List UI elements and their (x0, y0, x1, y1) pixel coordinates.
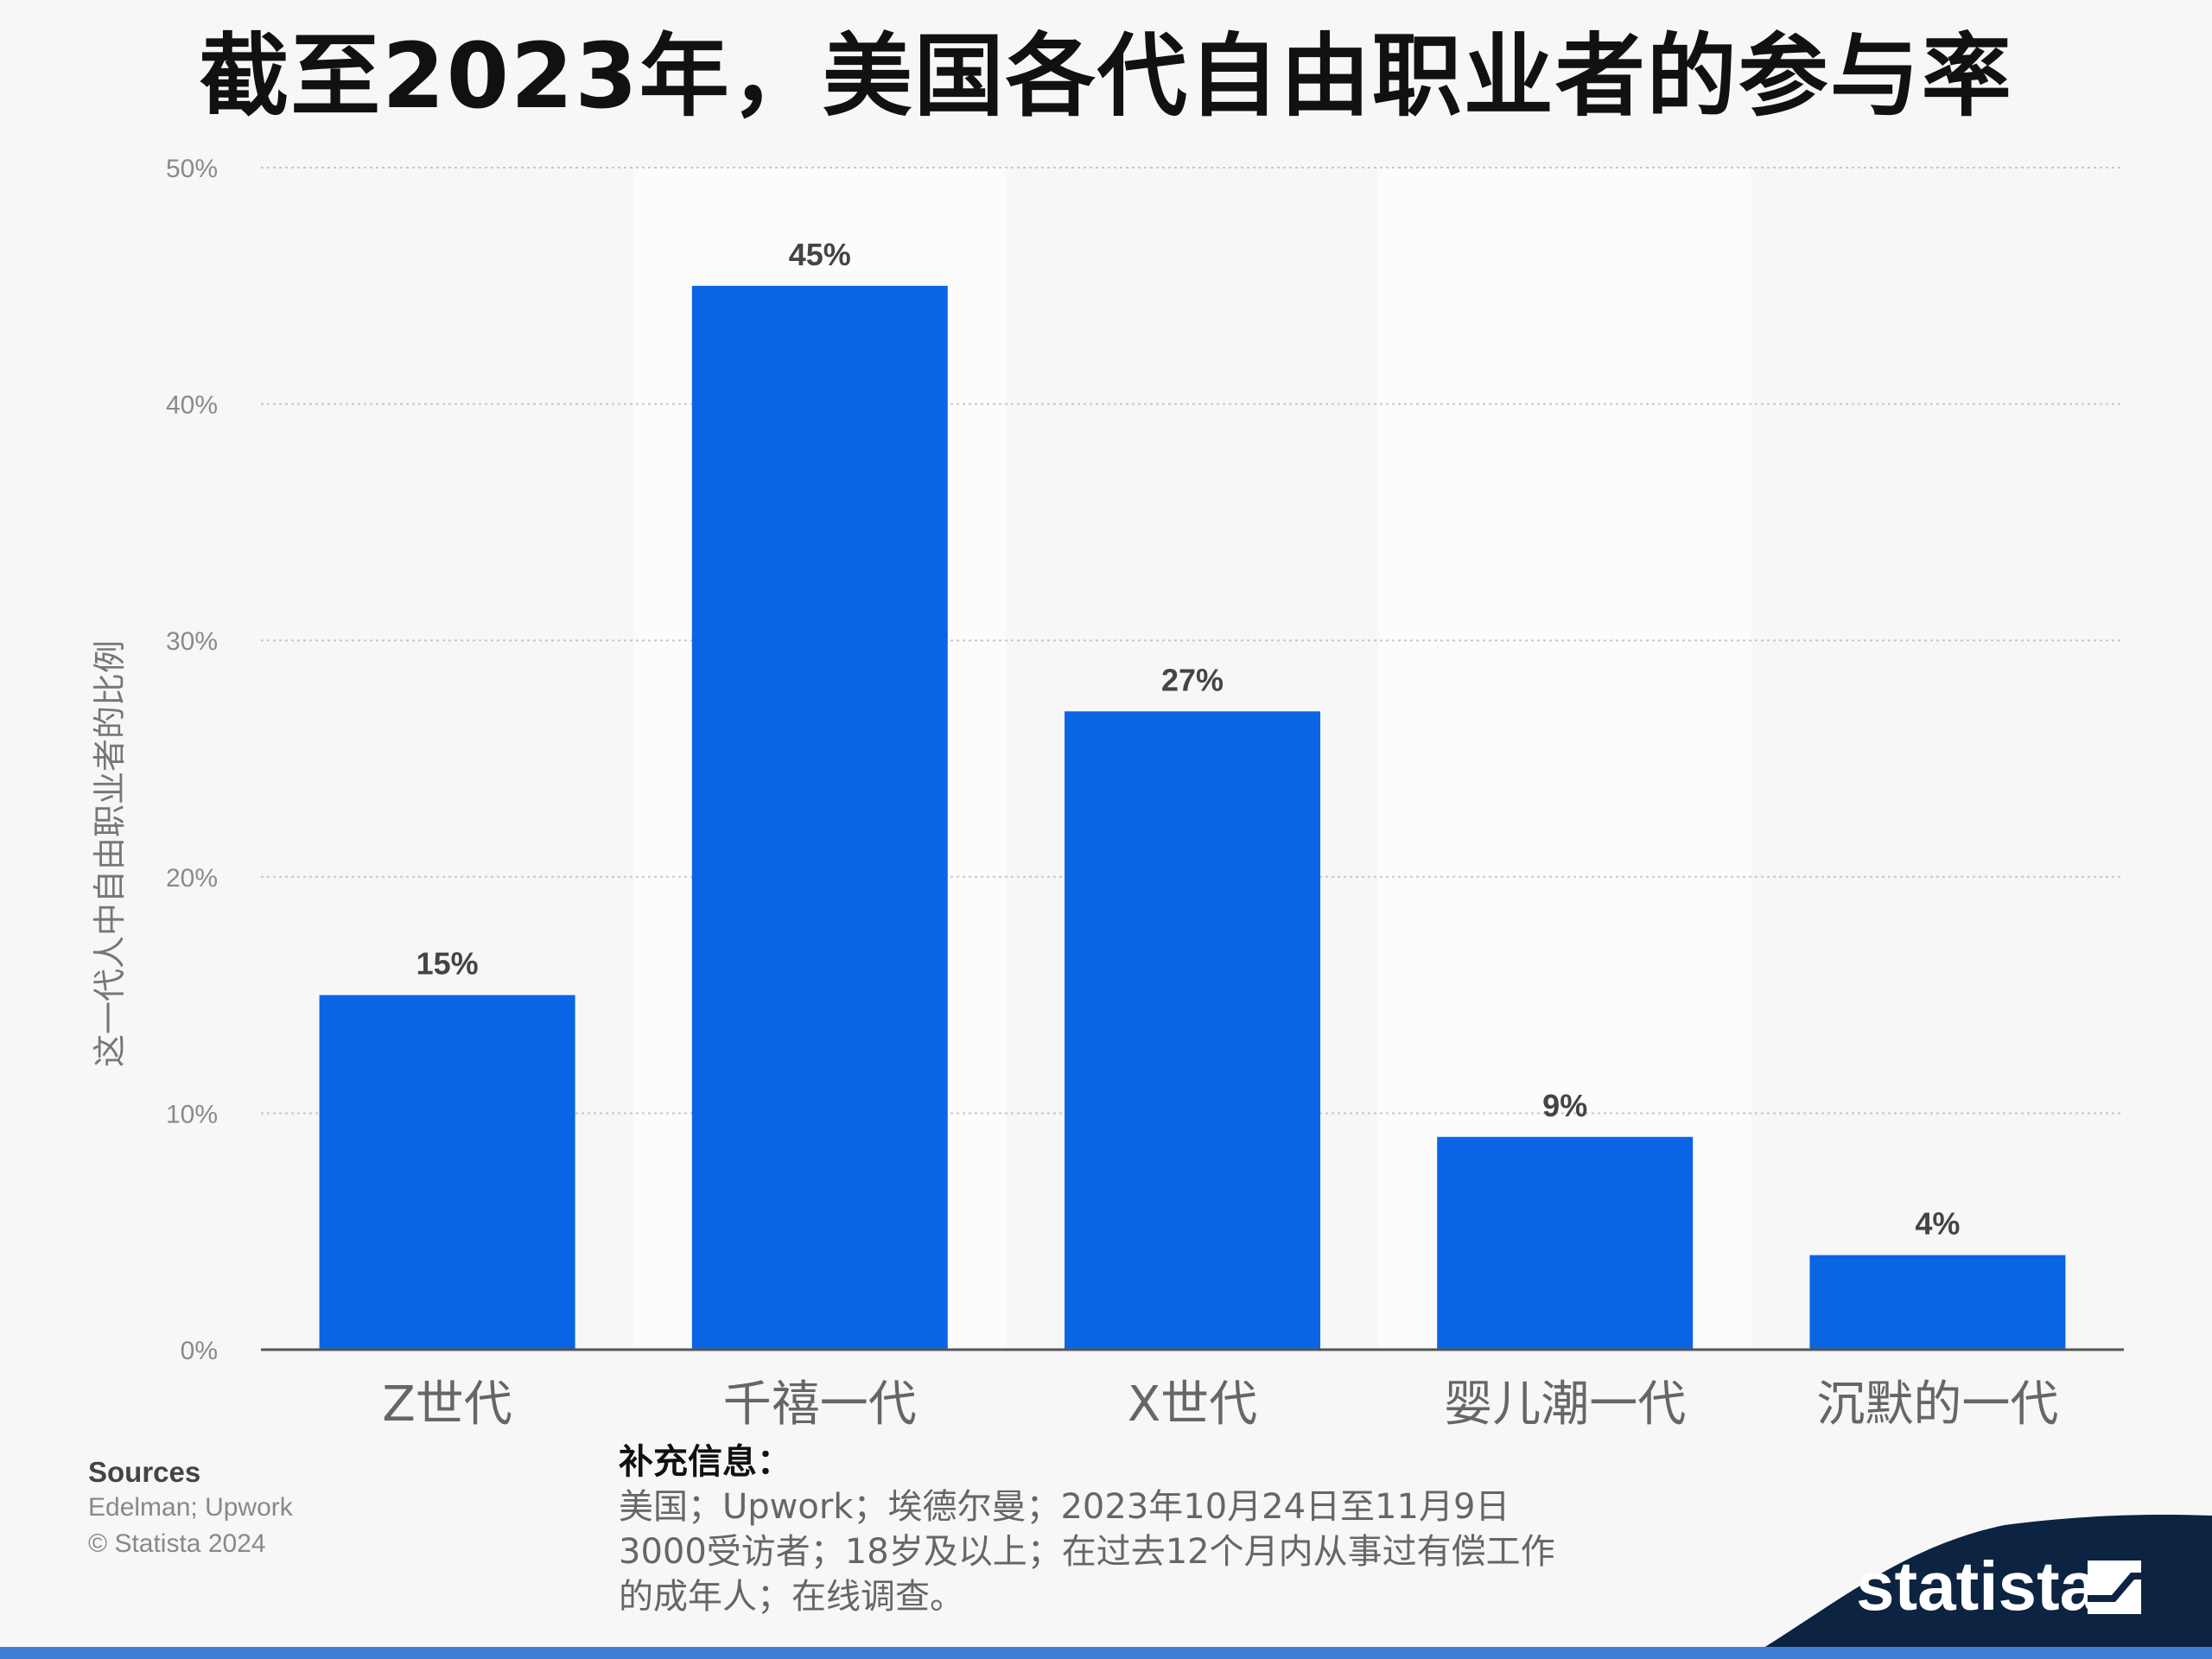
sources-block: Sources Edelman; Upwork © Statista 2024 (88, 1455, 572, 1562)
sources-line[interactable]: Edelman; Upwork (88, 1493, 293, 1522)
y-tick-label: 0% (181, 1337, 218, 1365)
data-label: 45% (789, 237, 851, 272)
data-label: 27% (1161, 662, 1224, 697)
data-label: 9% (1542, 1088, 1587, 1123)
x-tick-label: 沉默的一代 (1816, 1376, 2058, 1433)
value-labels: 15% 45% 27% 9% 4% (416, 237, 1961, 1242)
additional-info-line: 的成年人；在线调查。 (619, 1577, 964, 1617)
y-axis-ticks: 0% 10% 20% 30% 40% 50% (166, 155, 218, 1365)
bar[interactable] (1065, 711, 1320, 1350)
chart-title: 截至2023年，美国各代自由职业者的参与率 (199, 23, 2013, 129)
statista-logo[interactable]: statista (1856, 1548, 2099, 1624)
x-tick-label: Z世代 (382, 1376, 512, 1433)
y-tick-label: 40% (166, 391, 218, 420)
y-axis-label: 这一代人中自由职业者的比例 (91, 640, 129, 1067)
x-tick-label: 婴儿潮一代 (1444, 1376, 1686, 1433)
data-label: 4% (1915, 1206, 1960, 1242)
y-tick-label: 30% (166, 627, 218, 656)
y-tick-label: 10% (166, 1100, 218, 1128)
additional-info-line: 3000受访者；18岁及以上；在过去12个月内从事过有偿工作 (619, 1532, 1555, 1572)
bars (319, 285, 2066, 1350)
additional-info-heading: 补充信息： (619, 1442, 791, 1482)
statista-logo-icon (2088, 1560, 2141, 1614)
sources-heading: Sources (88, 1456, 201, 1488)
data-label: 15% (416, 946, 479, 982)
additional-info-block: 补充信息： 美国；Upwork；埃德尔曼；2023年10月24日至11月9日 3… (619, 1440, 1656, 1619)
x-axis-labels: Z世代 千禧一代 X世代 婴儿潮一代 沉默的一代 (382, 1376, 2058, 1433)
bar[interactable] (319, 995, 575, 1350)
y-tick-label: 20% (166, 864, 218, 893)
bar[interactable] (691, 285, 948, 1350)
bar[interactable] (1437, 1136, 1694, 1350)
x-tick-label: X世代 (1128, 1376, 1257, 1433)
copyright-line: © Statista 2024 (88, 1529, 266, 1558)
y-tick-label: 50% (166, 155, 218, 183)
bar[interactable] (1809, 1255, 2066, 1350)
x-tick-label: 千禧一代 (723, 1376, 917, 1433)
additional-info-line: 美国；Upwork；埃德尔曼；2023年10月24日至11月9日 (619, 1487, 1510, 1527)
